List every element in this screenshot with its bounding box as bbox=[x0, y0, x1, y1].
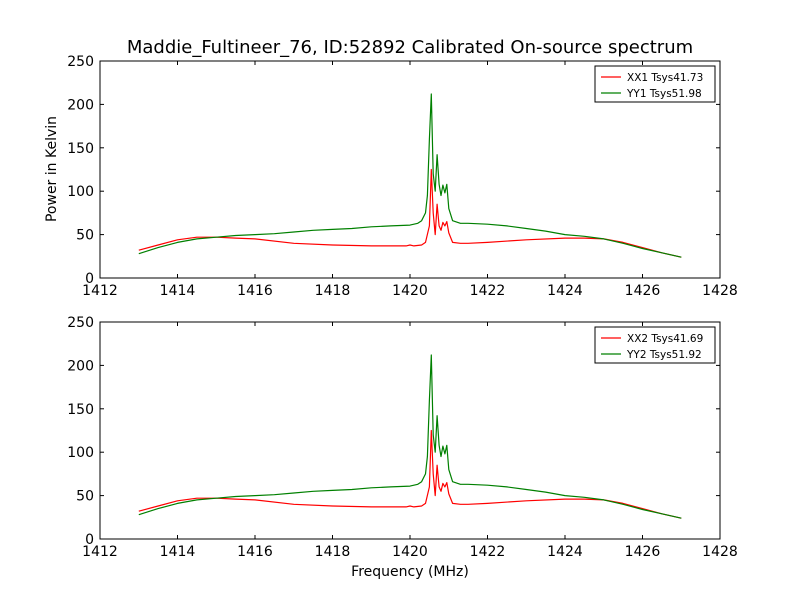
top-x-tick-label: 1420 bbox=[392, 283, 428, 299]
top-x-tick-label: 1426 bbox=[625, 283, 661, 299]
top-series-line-1 bbox=[138, 168, 682, 258]
top-legend-label-2: YY1 Tsys51.98 bbox=[626, 88, 702, 100]
top-x-tick-label: 1412 bbox=[82, 283, 118, 299]
top-x-tick-label: 1428 bbox=[702, 283, 738, 299]
bottom-series-line-2 bbox=[138, 354, 682, 519]
bottom-x-tick-label: 1420 bbox=[392, 544, 428, 560]
bottom-y-tick-label: 250 bbox=[67, 315, 94, 331]
bottom-x-tick-label: 1418 bbox=[315, 544, 351, 560]
top-spectrum-panel: 1412 1414 1416 1418 1420 1422 1424 1426 1428 0 50 1… bbox=[67, 54, 738, 299]
bottom-y-tick-label: 50 bbox=[76, 489, 94, 505]
top-y-tick-label: 150 bbox=[67, 141, 94, 157]
top-y-tick-label: 200 bbox=[67, 97, 94, 113]
bottom-x-tick-label: 1422 bbox=[470, 544, 506, 560]
figure-title: Maddie_Fultineer_76, ID:52892 Calibrated… bbox=[127, 37, 693, 58]
bottom-spectrum-panel: 1412 1414 1416 1418 1420 1422 1424 1426 1428 0 50 1… bbox=[67, 315, 738, 560]
bottom-legend-label-1: XX2 Tsys41.69 bbox=[627, 333, 703, 345]
bottom-x-tick-label: 1412 bbox=[82, 544, 118, 560]
bottom-series-line-1 bbox=[138, 429, 682, 519]
bottom-x-tick-label: 1428 bbox=[702, 544, 738, 560]
top-series-line-2 bbox=[138, 93, 682, 258]
top-x-tick-label: 1416 bbox=[237, 283, 273, 299]
y-axis-label: Power in Kelvin bbox=[44, 116, 60, 222]
bottom-legend-box bbox=[594, 326, 716, 364]
top-y-tick-label: 50 bbox=[76, 228, 94, 244]
bottom-legend-label-2: YY2 Tsys51.92 bbox=[626, 349, 702, 361]
top-x-tick-label: 1424 bbox=[547, 283, 583, 299]
bottom-y-tick-label: 100 bbox=[67, 445, 94, 461]
bottom-y-tick-label: 150 bbox=[67, 402, 94, 418]
bottom-x-tick-label: 1414 bbox=[160, 544, 196, 560]
bottom-y-tick-label: 200 bbox=[67, 358, 94, 374]
bottom-x-tick-label: 1426 bbox=[625, 544, 661, 560]
top-x-tick-label: 1422 bbox=[470, 283, 506, 299]
top-legend-label-1: XX1 Tsys41.73 bbox=[627, 72, 703, 84]
bottom-y-tick-label: 0 bbox=[85, 532, 94, 548]
top-legend: XX1 Tsys41.73 YY1 Tsys51.98 bbox=[594, 65, 716, 103]
x-axis-label: Frequency (MHz) bbox=[351, 564, 469, 580]
bottom-x-tick-label: 1424 bbox=[547, 544, 583, 560]
top-y-tick-label: 250 bbox=[67, 54, 94, 70]
top-y-tick-label: 100 bbox=[67, 184, 94, 200]
bottom-x-tick-label: 1416 bbox=[237, 544, 273, 560]
top-legend-box bbox=[594, 65, 716, 103]
top-x-tick-label: 1414 bbox=[160, 283, 196, 299]
top-y-tick-label: 0 bbox=[85, 271, 94, 287]
top-x-tick-label: 1418 bbox=[315, 283, 351, 299]
bottom-legend: XX2 Tsys41.69 YY2 Tsys51.92 bbox=[594, 326, 716, 364]
